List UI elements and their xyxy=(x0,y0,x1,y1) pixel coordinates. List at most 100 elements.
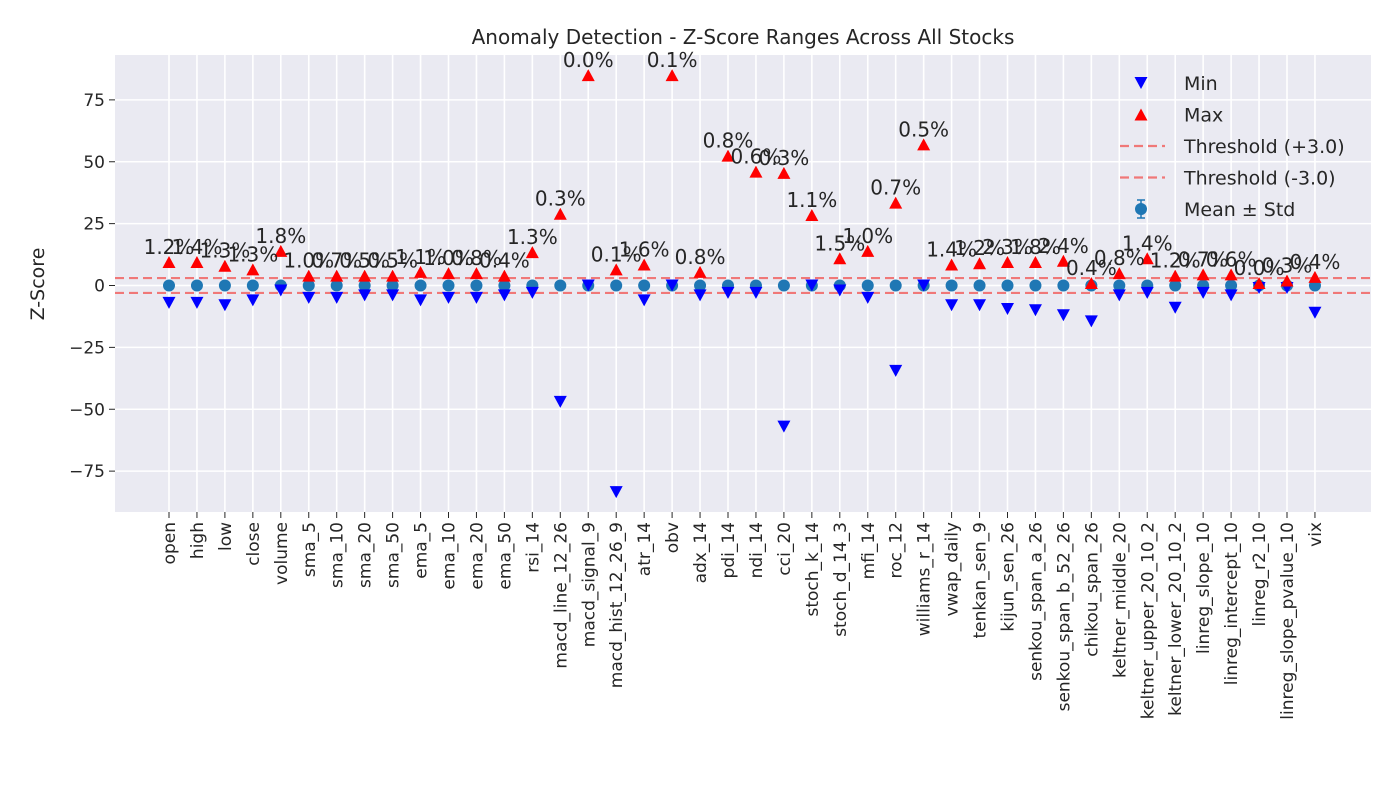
mean-point xyxy=(554,279,567,292)
min-point xyxy=(1112,289,1126,302)
anomaly-percent-label: 0.5% xyxy=(339,249,390,273)
x-tick-label: atr_14 xyxy=(635,522,655,576)
anomaly-percent-label: 1.0% xyxy=(423,246,474,270)
mean-point xyxy=(302,279,315,292)
x-tick-label: stoch_d_14_3 xyxy=(831,522,851,637)
y-axis-ticks: −75 −50 −25 0 25 50 75 xyxy=(69,91,115,482)
x-tick-label: vix xyxy=(1306,522,1326,547)
min-point xyxy=(162,296,176,309)
anomaly-percent-label: 0.8% xyxy=(451,246,502,270)
x-tick-label: williams_r_14 xyxy=(915,522,935,636)
legend-label: Threshold (-3.0) xyxy=(1183,168,1336,190)
mean-point xyxy=(470,279,483,292)
max-point xyxy=(358,269,372,282)
min-point xyxy=(190,296,204,309)
anomaly-percent-label: 0.7% xyxy=(1178,247,1229,271)
max-point xyxy=(1112,267,1126,280)
x-tick-label: rsi_14 xyxy=(523,522,543,573)
min-point xyxy=(1196,286,1210,299)
x-tick-label: stoch_k_14 xyxy=(803,522,823,617)
max-point xyxy=(1028,255,1042,268)
y-tick-label: 50 xyxy=(83,153,105,173)
mean-point xyxy=(330,279,343,292)
min-point xyxy=(1056,309,1070,322)
anomaly-percent-label: 1.4% xyxy=(1122,231,1173,255)
anomaly-percent-label: 1.2% xyxy=(954,236,1005,260)
min-point xyxy=(777,420,791,433)
x-tick-label: open xyxy=(160,522,180,564)
mean-point xyxy=(190,279,203,292)
x-tick-label: macd_line_12_26 xyxy=(551,522,571,669)
anomaly-percent-label: 0.8% xyxy=(675,245,726,269)
y-tick-label: −75 xyxy=(69,462,105,482)
anomaly-percent-label: 1.1% xyxy=(786,188,837,212)
max-point xyxy=(777,166,791,179)
x-tick-label: close xyxy=(244,522,264,566)
anomaly-percent-label: 0.4% xyxy=(1290,250,1341,274)
legend-label: Min xyxy=(1184,73,1218,95)
x-tick-label: linreg_intercept_10 xyxy=(1222,522,1242,685)
x-tick-label: senkou_span_b_52_26 xyxy=(1054,522,1074,711)
x-tick-label: ema_50 xyxy=(495,522,515,590)
x-tick-label: adx_14 xyxy=(691,522,711,583)
anomaly-percent-label: 2.4% xyxy=(1038,234,1089,258)
anomaly-percent-label: 1.0% xyxy=(283,249,334,273)
anomaly-percent-label: 0.3% xyxy=(535,187,586,211)
max-point xyxy=(665,69,679,82)
x-tick-label: ema_10 xyxy=(440,522,460,590)
anomaly-percent-label: 1.8% xyxy=(1010,235,1061,259)
x-tick-label: low xyxy=(216,522,236,551)
max-point xyxy=(581,69,595,82)
max-point xyxy=(637,258,651,271)
anomaly-percent-label: 0.6% xyxy=(1206,247,1257,271)
y-tick-label: −25 xyxy=(69,338,105,358)
mean-point xyxy=(386,279,399,292)
legend-mean-marker xyxy=(1135,203,1147,215)
max-point xyxy=(1056,254,1070,267)
mean-point xyxy=(973,279,986,292)
anomaly-percent-label: 0.1% xyxy=(591,242,642,266)
y-tick-label: 0 xyxy=(94,277,105,297)
legend-min-marker xyxy=(1134,77,1148,89)
x-tick-label: keltner_upper_20_10_2 xyxy=(1138,522,1158,719)
max-point xyxy=(917,138,931,151)
anomaly-percent-label: 1.2% xyxy=(144,235,195,259)
mean-point xyxy=(442,279,455,292)
max-point xyxy=(1196,268,1210,281)
mean-point xyxy=(694,279,707,292)
max-point xyxy=(749,165,763,178)
anomaly-percent-label: 0.7% xyxy=(311,249,362,273)
x-tick-label: tenkan_sen_9 xyxy=(971,522,991,639)
y-tick-label: 75 xyxy=(83,91,105,111)
min-point xyxy=(553,395,567,408)
min-point xyxy=(861,291,875,304)
mean-point xyxy=(163,279,175,292)
max-point xyxy=(497,269,511,282)
min-point xyxy=(665,279,679,292)
mean-point xyxy=(889,279,902,292)
anomaly-percent-label: 1.0% xyxy=(842,224,893,248)
mean-point xyxy=(414,279,427,292)
mean-point xyxy=(1169,279,1182,292)
max-point xyxy=(1280,274,1294,287)
mean-point xyxy=(1029,279,1042,292)
max-point xyxy=(442,267,455,280)
x-tick-label: kijun_sen_26 xyxy=(999,522,1019,632)
anomaly-percent-label: 1.8% xyxy=(255,224,306,248)
anomaly-percent-label: 1.3% xyxy=(199,239,250,263)
max-point xyxy=(693,265,707,278)
x-tick-label: senkou_span_a_26 xyxy=(1026,522,1046,681)
min-point xyxy=(442,291,455,304)
legend: Min Max Threshold (+3.0) Threshold (-3.0) Me… xyxy=(1120,73,1345,221)
mean-point xyxy=(498,279,511,292)
x-tick-label: macd_hist_12_26_9 xyxy=(607,522,627,688)
x-tick-label: linreg_r2_10 xyxy=(1250,522,1270,627)
max-point xyxy=(805,208,819,221)
max-point xyxy=(1168,269,1182,282)
anomaly-percent-label: 0.3% xyxy=(1262,254,1313,278)
mean-point xyxy=(1057,279,1070,292)
anomaly-percent-label: 0.7% xyxy=(870,176,921,200)
x-tick-label: vwap_daily xyxy=(943,522,963,616)
min-point xyxy=(945,299,959,312)
anomaly-percent-label: 0.8% xyxy=(1094,246,1145,270)
